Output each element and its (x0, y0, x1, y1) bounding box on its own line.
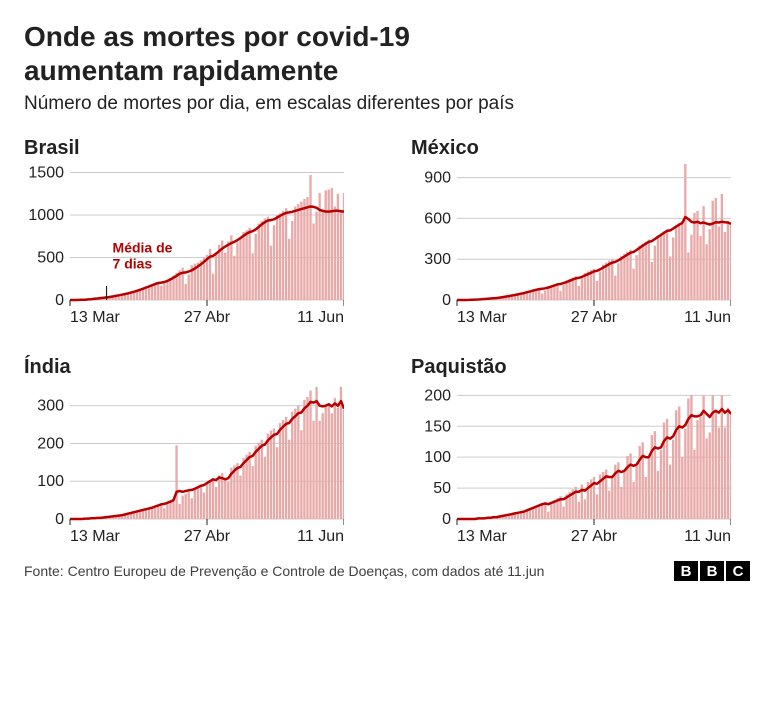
svg-text:100: 100 (37, 473, 64, 490)
title-line1: Onde as mortes por covid-19 (24, 21, 410, 52)
svg-text:27 Abr: 27 Abr (571, 309, 618, 326)
svg-text:300: 300 (37, 398, 64, 415)
logo-letter: C (726, 561, 750, 581)
panel-brasil: Brasil 0 500 1000 1500 13 Mar 27 Abr 11 Jun Méd… (24, 137, 363, 328)
logo-letter: B (674, 561, 698, 581)
svg-text:200: 200 (37, 436, 64, 453)
svg-text:0: 0 (442, 511, 451, 528)
chart-grid: Brasil 05001000150013 Mar27 Abr11 JunMéd… (24, 137, 750, 547)
svg-text:0: 0 (55, 292, 64, 309)
svg-text:13 Mar: 13 Mar (457, 309, 507, 326)
svg-text:900: 900 (424, 170, 451, 187)
svg-text:11 Jun: 11 Jun (684, 528, 731, 545)
page-subtitle: Número de mortes por dia, em escalas dif… (24, 93, 750, 115)
chart: 0 50 100 150 200 13 Mar 27 Abr 11 Jun (411, 383, 750, 547)
svg-text:7 dias: 7 dias (113, 256, 153, 272)
svg-text:200: 200 (424, 388, 451, 405)
source-text: Fonte: Centro Europeu de Prevenção e Con… (24, 563, 544, 579)
footer: Fonte: Centro Europeu de Prevenção e Con… (24, 561, 750, 581)
svg-text:1000: 1000 (28, 207, 64, 224)
panel-paquistao: Paquistão 0 50 100 150 200 13 Mar 27 Abr 11 Jun (411, 356, 750, 547)
chart: 0 300 600 900 13 Mar 27 Abr 11 Jun (411, 164, 750, 328)
page-title: Onde as mortes por covid-19 aumentam rap… (24, 20, 750, 87)
panel-title: México (411, 137, 750, 160)
svg-text:11 Jun: 11 Jun (297, 528, 344, 545)
svg-text:11 Jun: 11 Jun (297, 309, 344, 326)
svg-text:27 Abr: 27 Abr (571, 528, 618, 545)
svg-text:150: 150 (424, 418, 451, 435)
logo-letter: B (700, 561, 724, 581)
svg-text:0: 0 (442, 292, 451, 309)
svg-text:1500: 1500 (28, 165, 64, 182)
svg-text:500: 500 (37, 250, 64, 267)
svg-text:Média de: Média de (113, 240, 173, 256)
svg-text:300: 300 (424, 251, 451, 268)
svg-text:13 Mar: 13 Mar (70, 309, 120, 326)
svg-text:13 Mar: 13 Mar (70, 528, 120, 545)
chart: 0 100 200 300 13 Mar 27 Abr 11 Jun (24, 383, 363, 547)
svg-text:0: 0 (55, 511, 64, 528)
svg-text:11 Jun: 11 Jun (684, 309, 731, 326)
svg-text:600: 600 (424, 211, 451, 228)
svg-text:100: 100 (424, 449, 451, 466)
svg-text:50: 50 (433, 480, 451, 497)
panel-title: Brasil (24, 137, 363, 160)
bbc-logo: B B C (674, 561, 750, 581)
title-line2: aumentam rapidamente (24, 55, 338, 86)
chart: 0 500 1000 1500 13 Mar 27 Abr 11 Jun Média de7 … (24, 164, 363, 328)
panel-mexico: México 0 300 600 900 13 Mar 27 Abr 11 Jun (411, 137, 750, 328)
panel-india: Índia 0 100 200 300 13 Mar 27 Abr 11 Jun (24, 356, 363, 547)
panel-title: Índia (24, 356, 363, 379)
svg-text:13 Mar: 13 Mar (457, 528, 507, 545)
svg-text:27 Abr: 27 Abr (184, 528, 231, 545)
panel-title: Paquistão (411, 356, 750, 379)
svg-text:27 Abr: 27 Abr (184, 309, 231, 326)
